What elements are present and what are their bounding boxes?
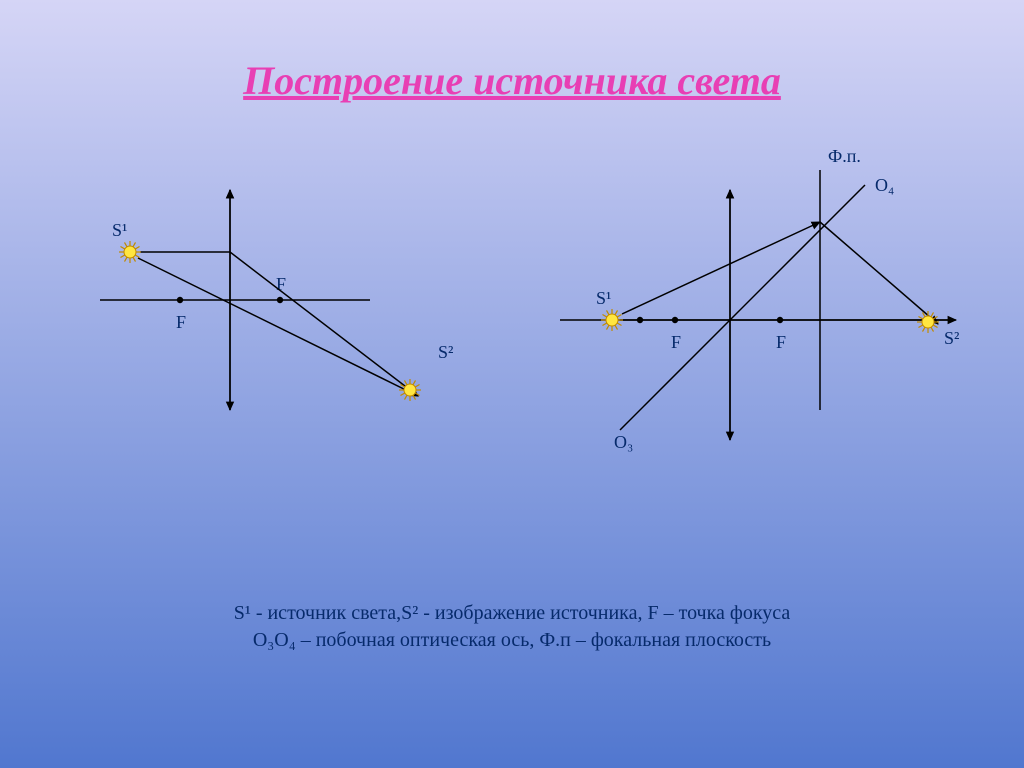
svg-text:F: F [176, 312, 186, 332]
page-title: Построение источника света [0, 57, 1024, 104]
svg-text:S²: S² [438, 342, 453, 362]
caption-line2: О₃О₄ – побочная оптическая ось, Ф.п – фо… [0, 627, 1024, 654]
svg-text:O₃: O₃ [614, 432, 633, 452]
caption-line1: S¹ - источник света,S² - изображение ист… [0, 600, 1024, 627]
svg-text:F: F [671, 332, 681, 352]
svg-text:O₄: O₄ [875, 175, 894, 195]
svg-text:S¹: S¹ [596, 288, 611, 308]
slide: Построение источника света F F S¹ S² Ф.п. O₄… [0, 0, 1024, 768]
diagram-left: FFS¹S² [40, 140, 470, 470]
svg-text:F: F [776, 332, 786, 352]
svg-text:Ф.п.: Ф.п. [828, 146, 861, 166]
diagram-right: Ф.п. O₄ O₃ F F S¹ S² [520, 110, 1000, 490]
svg-text:S²: S² [944, 328, 959, 348]
caption: S¹ - источник света,S² - изображение ист… [0, 600, 1024, 654]
svg-text:S¹: S¹ [112, 220, 127, 240]
